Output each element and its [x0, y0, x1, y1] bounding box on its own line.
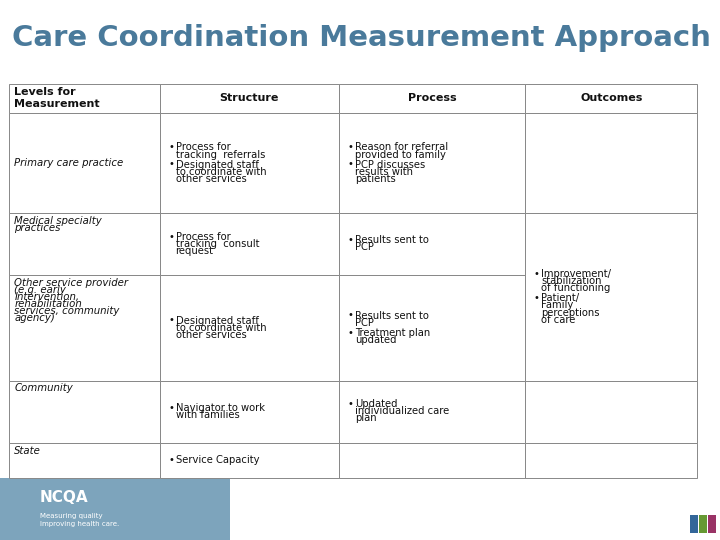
- Bar: [525, 443, 697, 478]
- Text: •: •: [168, 159, 174, 170]
- Text: Process for: Process for: [176, 143, 230, 152]
- Text: provided to family: provided to family: [355, 150, 446, 159]
- Bar: [160, 443, 339, 478]
- Text: Designated staff: Designated staff: [176, 315, 258, 326]
- Text: Levels for
Measurement: Levels for Measurement: [14, 87, 100, 110]
- Text: •: •: [168, 402, 174, 413]
- Text: Intervention,: Intervention,: [14, 292, 79, 302]
- Text: Outcomes: Outcomes: [580, 93, 642, 104]
- Text: State: State: [14, 446, 41, 456]
- Bar: [339, 275, 525, 381]
- Text: Process: Process: [408, 93, 456, 104]
- Text: Community: Community: [14, 383, 73, 394]
- Text: results with: results with: [355, 167, 413, 177]
- Bar: [160, 213, 339, 275]
- Text: stabilization: stabilization: [541, 276, 601, 286]
- Text: •: •: [534, 293, 540, 303]
- Text: Results sent to: Results sent to: [355, 235, 428, 245]
- Text: (e.g. early: (e.g. early: [14, 285, 66, 295]
- Bar: [160, 381, 339, 443]
- Text: PCP: PCP: [355, 318, 374, 328]
- Text: individualized care: individualized care: [355, 407, 449, 416]
- Bar: [699, 515, 707, 532]
- Text: rehabilitation: rehabilitation: [14, 299, 82, 309]
- Text: request: request: [176, 246, 214, 256]
- Text: plan: plan: [355, 414, 377, 423]
- Text: other services: other services: [176, 174, 246, 184]
- Text: PCP: PCP: [355, 242, 374, 252]
- Text: •: •: [168, 315, 174, 325]
- Text: Service Capacity: Service Capacity: [176, 455, 259, 465]
- Text: •: •: [348, 142, 354, 152]
- Text: tracking  consult: tracking consult: [176, 239, 259, 249]
- Text: with families: with families: [176, 410, 239, 420]
- Bar: [0, 478, 230, 540]
- Text: Treatment plan: Treatment plan: [355, 328, 430, 338]
- Text: Other service provider: Other service provider: [14, 278, 128, 288]
- Text: PCP discusses: PCP discusses: [355, 160, 425, 170]
- Bar: [690, 515, 698, 532]
- Text: updated: updated: [355, 335, 396, 345]
- Text: •: •: [348, 235, 354, 245]
- Text: Updated: Updated: [355, 400, 397, 409]
- Bar: [525, 84, 697, 113]
- Text: to coordinate with: to coordinate with: [176, 167, 266, 177]
- Bar: [9, 381, 160, 443]
- Text: •: •: [168, 232, 174, 241]
- Bar: [160, 275, 339, 381]
- Bar: [9, 213, 160, 275]
- Text: Family: Family: [541, 300, 573, 310]
- Text: NCQA: NCQA: [40, 490, 89, 505]
- Text: Process for: Process for: [176, 232, 230, 242]
- Text: Improvement/: Improvement/: [541, 269, 611, 279]
- Bar: [9, 84, 160, 113]
- Text: agency): agency): [14, 313, 55, 323]
- Text: Structure: Structure: [220, 93, 279, 104]
- Text: tracking  referrals: tracking referrals: [176, 150, 265, 159]
- Text: Navigator to work: Navigator to work: [176, 403, 264, 413]
- Text: •: •: [348, 328, 354, 338]
- Text: of functioning: of functioning: [541, 283, 611, 293]
- Text: Measuring quality
Improving health care.: Measuring quality Improving health care.: [40, 513, 119, 527]
- Text: Reason for referral: Reason for referral: [355, 143, 448, 152]
- Text: Patient/: Patient/: [541, 293, 579, 303]
- Bar: [160, 84, 339, 113]
- Text: Medical specialty: Medical specialty: [14, 216, 102, 226]
- Bar: [339, 443, 525, 478]
- Bar: [708, 515, 716, 532]
- Bar: [525, 213, 697, 381]
- Bar: [339, 113, 525, 213]
- Text: patients: patients: [355, 174, 395, 184]
- Text: of care: of care: [541, 314, 575, 325]
- Bar: [525, 381, 697, 443]
- Text: •: •: [168, 455, 174, 464]
- Bar: [339, 213, 525, 275]
- Bar: [9, 443, 160, 478]
- Bar: [9, 275, 160, 381]
- Text: •: •: [534, 269, 540, 279]
- Text: practices: practices: [14, 223, 60, 233]
- Bar: [339, 84, 525, 113]
- Text: •: •: [348, 310, 354, 320]
- Text: •: •: [348, 399, 354, 409]
- Bar: [9, 113, 160, 213]
- Text: Designated staff: Designated staff: [176, 160, 258, 170]
- Text: 105: 105: [668, 494, 700, 509]
- Text: other services: other services: [176, 329, 246, 340]
- Text: Care Coordination Measurement Approach: Care Coordination Measurement Approach: [12, 24, 711, 52]
- Text: to coordinate with: to coordinate with: [176, 322, 266, 333]
- Text: •: •: [168, 142, 174, 152]
- Bar: [160, 113, 339, 213]
- Text: •: •: [348, 159, 354, 170]
- Bar: [525, 113, 697, 213]
- Text: services, community: services, community: [14, 306, 120, 316]
- Text: Primary care practice: Primary care practice: [14, 158, 124, 168]
- Text: Results sent to: Results sent to: [355, 310, 428, 321]
- Bar: [339, 381, 525, 443]
- Text: perceptions: perceptions: [541, 307, 600, 318]
